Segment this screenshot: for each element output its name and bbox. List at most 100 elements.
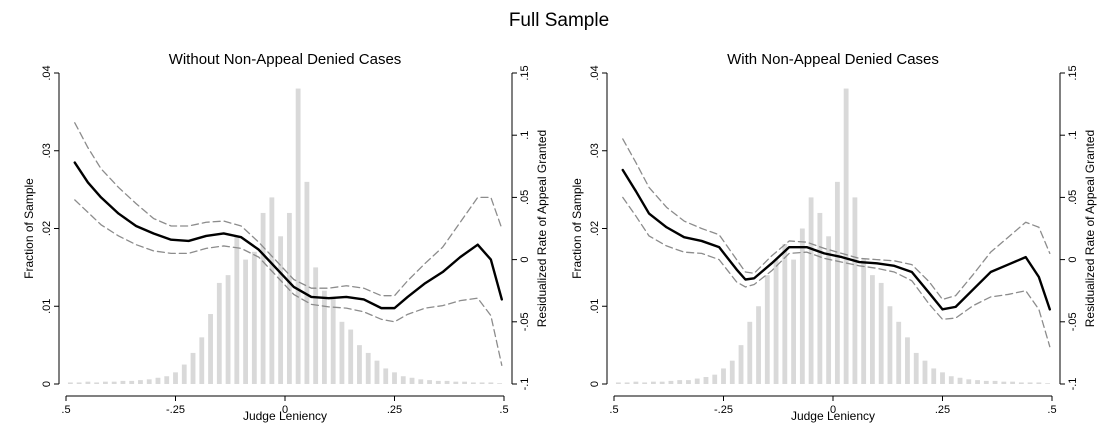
y-right-tick-label: 0 [519,257,531,263]
histogram-bar [878,282,884,384]
histogram-bar [721,368,726,384]
series-line-ci-upper [622,138,1051,301]
x-tick-label: .5 [61,404,70,416]
histogram-bar [146,379,152,384]
histogram-bar [190,352,196,384]
histogram-bar [975,380,980,384]
histogram-bar [339,321,345,384]
histogram-bar [852,197,858,384]
histogram-bar [764,275,770,384]
histogram-bar [861,259,867,384]
histogram-bar [138,380,143,384]
histogram-bar [479,382,485,384]
y-left-tick-label: .04 [589,65,601,80]
histogram-bar [773,259,779,384]
histogram-bar [453,381,459,384]
series-line-ci-lower [74,199,503,366]
x-axis-label: Judge Leniency [243,409,327,423]
y-right-tick-label: .15 [519,65,531,80]
x-tick-label: 0 [830,404,836,416]
histogram-bar [983,380,989,384]
y-right-tick-label: -.05 [1067,312,1079,331]
histogram-bar [94,382,100,384]
series-line-ci-upper [74,122,503,297]
histogram-bar [103,381,108,384]
y-left-tick-label: 0 [41,381,53,387]
histogram-bar [826,236,832,384]
histogram-bar [304,181,310,384]
histogram-bar [799,228,805,384]
histogram-bar [1010,381,1015,384]
chart-title: Without Non-Appeal Denied Cases [169,51,402,68]
histogram-bar [418,379,424,384]
series-line-estimate [621,168,1052,311]
histogram-bar [1001,381,1007,384]
histogram-bar [497,383,503,384]
histogram-bar [624,382,630,384]
histogram-bar [129,380,135,384]
histogram-bar [470,382,476,384]
histogram-bar [260,212,266,384]
histogram-bar [251,251,257,384]
y-left-tick-label: .02 [41,221,53,236]
series-line-ci-lower [622,196,1051,348]
histogram-bar [286,212,292,384]
x-tick-label: 0 [282,404,288,416]
histogram-bar [462,381,467,384]
histogram-bar [383,368,389,384]
histogram-bar [225,275,231,384]
histogram-bar [966,379,972,384]
y-right-tick-label: .1 [519,131,531,140]
histogram-bar [686,380,691,384]
y-left-tick-label: .01 [41,299,53,314]
histogram-bar [269,197,275,384]
histogram-bar [164,376,170,384]
histogram-bar [668,380,674,384]
histogram-bar [896,321,902,384]
y-left-tick-label: .03 [41,143,53,158]
y-left-tick-label: .03 [589,143,601,158]
histogram-bar [659,381,665,384]
y-right-tick-label: -.05 [519,312,531,331]
histogram-bar [330,298,336,384]
histogram-bar [1045,383,1051,384]
histogram-bar [633,381,639,384]
histogram-bar [444,380,450,384]
histogram-bar [374,360,380,384]
histogram-bar [67,382,73,384]
histogram-bar [76,382,82,384]
histogram-bar [931,368,937,384]
histogram-bar [992,380,998,384]
histogram-bar [435,380,441,384]
histogram-bar [111,381,117,384]
histogram-bar [948,376,954,384]
x-tick-label: .5 [1047,404,1056,416]
y-right-tick-label: -.1 [1067,378,1079,391]
histogram-bar [747,321,753,384]
histogram-bar [756,306,761,384]
chart-panel-left: 0 .01 .02 .03 .04 -.1 -.05 0 .05 .1 .15 .5 -.25 0 .25.… [22,51,549,423]
x-tick-label: .5 [499,404,508,416]
histogram-bar [738,345,744,385]
histogram-bar [887,306,893,384]
x-tick-label: .25 [387,404,402,416]
histogram-bar [234,236,240,384]
x-tick-label: -.25 [166,404,185,416]
y-left-tick-label: 0 [589,381,601,387]
histogram-bar [712,374,718,384]
y-axis-label-right: Residualized Rate of Appeal Granted [1083,130,1097,327]
histogram-bar [651,381,656,384]
histogram-bar [642,382,648,384]
histogram-bar [278,236,284,384]
histogram-bar [913,352,919,384]
histogram-bar [870,275,875,384]
histogram-bar [392,372,397,384]
histogram-bar [348,329,354,384]
histogram-bar [940,372,945,384]
histogram-bar [817,212,823,384]
histogram-bar [729,360,735,384]
histogram-bar [365,352,371,384]
histogram-bar [322,290,327,384]
histogram-bar [295,88,301,385]
histogram-bar [905,337,910,384]
